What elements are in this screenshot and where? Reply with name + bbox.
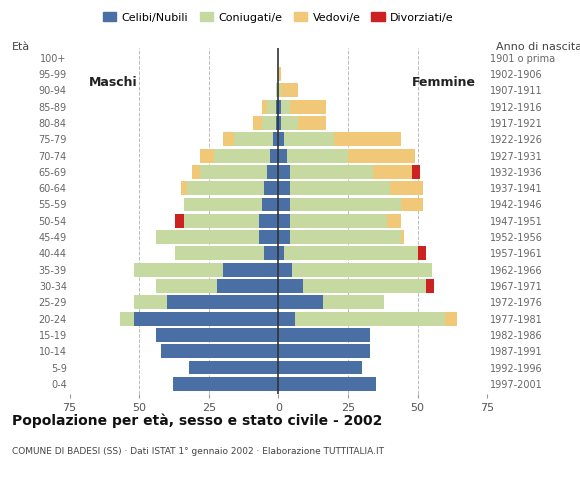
Bar bbox=[187, 181, 264, 195]
Bar bbox=[281, 100, 289, 114]
Bar bbox=[289, 214, 387, 228]
Bar bbox=[267, 100, 275, 114]
Bar bbox=[262, 198, 278, 211]
Bar bbox=[215, 149, 270, 163]
Bar bbox=[278, 198, 289, 211]
Text: Età: Età bbox=[12, 42, 30, 52]
Bar bbox=[278, 100, 281, 114]
Bar bbox=[298, 116, 326, 130]
Bar bbox=[278, 165, 289, 179]
Bar bbox=[273, 132, 278, 146]
Text: Maschi: Maschi bbox=[89, 76, 137, 89]
Bar bbox=[189, 360, 278, 374]
Text: Anno di nascita: Anno di nascita bbox=[496, 42, 580, 52]
Bar bbox=[184, 214, 259, 228]
Bar bbox=[426, 279, 434, 293]
Bar bbox=[278, 344, 370, 358]
Bar bbox=[276, 100, 278, 114]
Bar bbox=[262, 100, 267, 114]
Bar bbox=[284, 132, 334, 146]
Bar bbox=[217, 279, 278, 293]
Bar bbox=[262, 116, 275, 130]
Bar bbox=[278, 246, 284, 260]
Bar bbox=[445, 312, 456, 325]
Bar bbox=[119, 312, 133, 325]
Bar bbox=[156, 328, 278, 342]
Bar bbox=[323, 295, 384, 309]
Bar bbox=[278, 132, 284, 146]
Bar bbox=[175, 214, 184, 228]
Bar bbox=[289, 100, 326, 114]
Bar bbox=[201, 149, 215, 163]
Bar bbox=[267, 165, 278, 179]
Bar bbox=[156, 230, 259, 244]
Bar bbox=[278, 230, 289, 244]
Bar bbox=[303, 279, 426, 293]
Bar bbox=[259, 230, 278, 244]
Bar bbox=[173, 377, 278, 391]
Bar bbox=[412, 165, 420, 179]
Bar bbox=[387, 214, 401, 228]
Bar bbox=[278, 149, 287, 163]
Bar bbox=[264, 246, 278, 260]
Bar bbox=[167, 295, 278, 309]
Bar bbox=[264, 181, 278, 195]
Bar bbox=[334, 132, 401, 146]
Bar bbox=[289, 181, 390, 195]
Bar bbox=[156, 279, 217, 293]
Bar bbox=[278, 84, 281, 97]
Bar bbox=[284, 246, 418, 260]
Bar bbox=[287, 149, 348, 163]
Text: Femmine: Femmine bbox=[412, 76, 476, 89]
Bar bbox=[278, 214, 289, 228]
Bar bbox=[253, 116, 262, 130]
Bar bbox=[276, 116, 278, 130]
Bar bbox=[289, 230, 401, 244]
Bar bbox=[133, 312, 278, 325]
Legend: Celibi/Nubili, Coniugati/e, Vedovi/e, Divorziati/e: Celibi/Nubili, Coniugati/e, Vedovi/e, Di… bbox=[99, 8, 458, 27]
Bar bbox=[161, 344, 278, 358]
Text: COMUNE DI BADESI (SS) · Dati ISTAT 1° gennaio 2002 · Elaborazione TUTTITALIA.IT: COMUNE DI BADESI (SS) · Dati ISTAT 1° ge… bbox=[12, 446, 383, 456]
Bar bbox=[184, 198, 262, 211]
Text: Popolazione per età, sesso e stato civile - 2002: Popolazione per età, sesso e stato civil… bbox=[12, 413, 382, 428]
Bar bbox=[276, 84, 278, 97]
Bar bbox=[278, 295, 323, 309]
Bar bbox=[348, 149, 415, 163]
Bar bbox=[281, 84, 298, 97]
Bar bbox=[278, 377, 376, 391]
Bar bbox=[181, 181, 187, 195]
Bar bbox=[418, 246, 426, 260]
Bar bbox=[278, 67, 281, 81]
Bar bbox=[278, 116, 281, 130]
Bar bbox=[289, 198, 401, 211]
Bar bbox=[175, 246, 264, 260]
Bar bbox=[192, 165, 201, 179]
Bar bbox=[278, 263, 292, 276]
Bar bbox=[133, 295, 167, 309]
Bar bbox=[223, 132, 234, 146]
Bar bbox=[373, 165, 412, 179]
Bar bbox=[278, 328, 370, 342]
Bar bbox=[278, 312, 295, 325]
Bar bbox=[289, 165, 373, 179]
Bar bbox=[390, 181, 423, 195]
Bar bbox=[278, 279, 303, 293]
Bar bbox=[259, 214, 278, 228]
Bar bbox=[278, 181, 289, 195]
Bar bbox=[270, 149, 278, 163]
Bar bbox=[281, 116, 298, 130]
Bar bbox=[292, 263, 432, 276]
Bar bbox=[201, 165, 267, 179]
Bar bbox=[401, 230, 404, 244]
Bar bbox=[401, 198, 423, 211]
Bar bbox=[133, 263, 223, 276]
Bar bbox=[223, 263, 278, 276]
Bar bbox=[295, 312, 445, 325]
Bar bbox=[278, 360, 362, 374]
Bar bbox=[234, 132, 273, 146]
